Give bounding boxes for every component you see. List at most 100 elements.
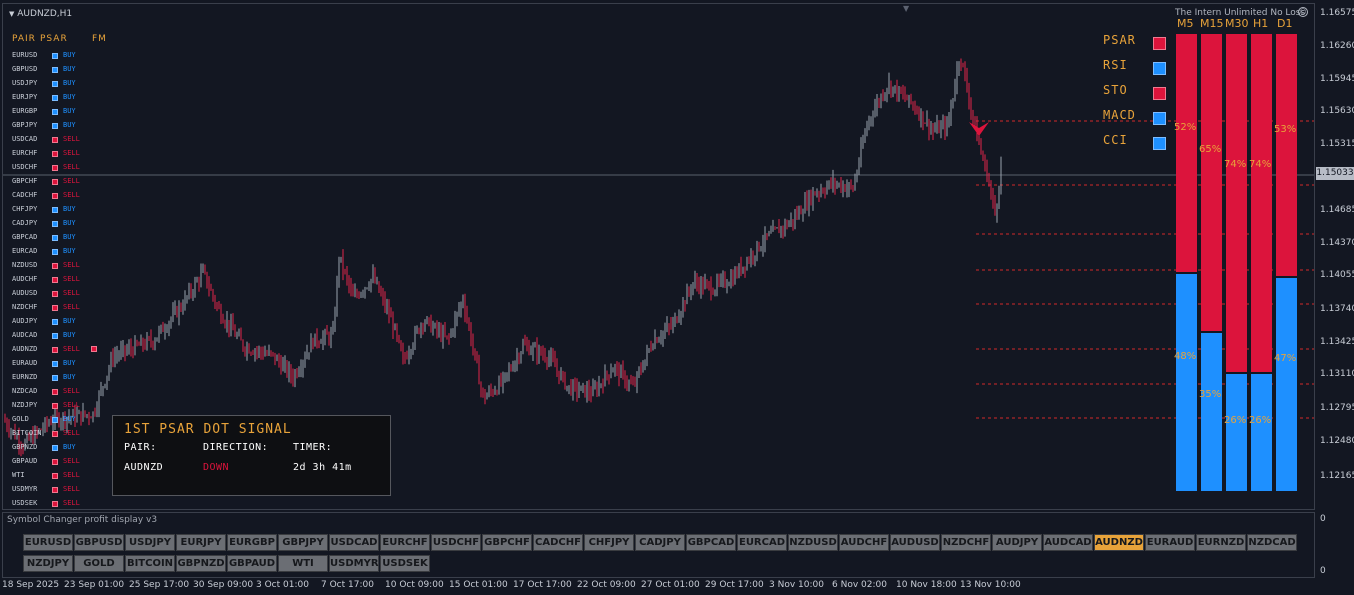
symbol-button-gbpchf[interactable]: GBPCHF: [482, 534, 532, 551]
symbol-button-eurnzd[interactable]: EURNZD: [1196, 534, 1246, 551]
symbol-button-audcad[interactable]: AUDCAD: [1043, 534, 1093, 551]
candlestick-chart[interactable]: [3, 4, 1314, 509]
pair-value: AUDNZD: [124, 462, 164, 473]
symbol-button-nzdchf[interactable]: NZDCHF: [941, 534, 991, 551]
symbol-button-wti[interactable]: WTI: [278, 555, 328, 572]
symbol-button-eurcad[interactable]: EURCAD: [737, 534, 787, 551]
pair-name: EURJPY: [12, 93, 38, 101]
pair-direction: SELL: [63, 345, 80, 353]
pair-direction: SELL: [63, 499, 80, 507]
indicator-label-macd: MACD: [1103, 108, 1136, 122]
time-tick-label: 27 Oct 01:00: [641, 580, 700, 590]
time-tick-label: 10 Oct 09:00: [385, 580, 444, 590]
indicator-status-rsi: [1153, 62, 1166, 75]
timer-label: TIMER:: [293, 442, 333, 453]
timer-value: 2d 3h 41m: [293, 462, 352, 473]
pair-name: EURCHF: [12, 149, 38, 157]
sell-dot-icon: [52, 431, 58, 437]
current-price-label: 1.15033: [1316, 167, 1354, 180]
symbol-button-audchf[interactable]: AUDCHF: [839, 534, 889, 551]
symbol-button-audnzd[interactable]: AUDNZD: [1094, 534, 1144, 551]
buy-dot-icon: [52, 333, 58, 339]
pair-direction: BUY: [63, 359, 76, 367]
chart-symbol-label[interactable]: ▼ AUDNZD,H1: [9, 9, 72, 19]
buy-percent: 35%: [1199, 388, 1222, 400]
buy-dot-icon: [52, 235, 58, 241]
symbol-button-usdsek[interactable]: USDSEK: [380, 555, 430, 572]
pair-direction: BUY: [63, 93, 76, 101]
pair-name: EURCAD: [12, 247, 38, 255]
symbol-button-cadjpy[interactable]: CADJPY: [635, 534, 685, 551]
pair-direction: BUY: [63, 51, 76, 59]
sell-percent: 65%: [1199, 143, 1222, 155]
buy-dot-icon: [52, 221, 58, 227]
pair-direction: BUY: [63, 443, 76, 451]
psar-header: PSAR: [40, 34, 68, 44]
symbol-button-usdcad[interactable]: USDCAD: [329, 534, 379, 551]
symbol-button-usdmyr[interactable]: USDMYR: [329, 555, 379, 572]
sell-segment: [1201, 34, 1222, 331]
strength-bar-h1: [1251, 34, 1272, 491]
symbol-button-gbpcad[interactable]: GBPCAD: [686, 534, 736, 551]
collapse-indicator-icon[interactable]: ▼: [903, 4, 910, 13]
buy-dot-icon: [52, 417, 58, 423]
sell-dot-icon: [52, 137, 58, 143]
symbol-button-usdjpy[interactable]: USDJPY: [125, 534, 175, 551]
symbol-button-cadchf[interactable]: CADCHF: [533, 534, 583, 551]
pair-direction: SELL: [63, 289, 80, 297]
pair-name: CHFJPY: [12, 205, 38, 213]
symbol-button-nzdjpy[interactable]: NZDJPY: [23, 555, 73, 572]
sell-dot-icon: [52, 193, 58, 199]
buy-segment: [1251, 374, 1272, 491]
pair-name: GOLD: [12, 415, 29, 423]
pair-name: EURNZD: [12, 373, 38, 381]
pair-direction: BUY: [63, 247, 76, 255]
time-tick-label: 10 Nov 18:00: [896, 580, 957, 590]
pair-name: NZDCAD: [12, 387, 38, 395]
pair-direction: SELL: [63, 457, 80, 465]
buy-dot-icon: [52, 445, 58, 451]
sell-dot-icon: [52, 165, 58, 171]
symbol-button-gbpaud[interactable]: GBPAUD: [227, 555, 277, 572]
symbol-button-eurgbp[interactable]: EURGBP: [227, 534, 277, 551]
symbol-button-eurchf[interactable]: EURCHF: [380, 534, 430, 551]
symbol-button-gbpusd[interactable]: GBPUSD: [74, 534, 124, 551]
timeframe-header: M15: [1200, 17, 1224, 30]
symbol-button-audjpy[interactable]: AUDJPY: [992, 534, 1042, 551]
price-tick-label: 1.12795: [1320, 403, 1354, 413]
dropdown-triangle-icon[interactable]: ▼: [9, 10, 15, 18]
pair-name: GBPUSD: [12, 65, 38, 73]
symbol-button-usdchf[interactable]: USDCHF: [431, 534, 481, 551]
symbol-button-audusd[interactable]: AUDUSD: [890, 534, 940, 551]
symbol-button-nzdusd[interactable]: NZDUSD: [788, 534, 838, 551]
buy-dot-icon: [52, 375, 58, 381]
symbol-button-gold[interactable]: GOLD: [74, 555, 124, 572]
time-tick-label: 6 Nov 02:00: [832, 580, 887, 590]
price-tick-label: 1.12165: [1320, 471, 1354, 481]
symbol-button-gbpnzd[interactable]: GBPNZD: [176, 555, 226, 572]
symbol-button-bitcoin[interactable]: BITCOIN: [125, 555, 175, 572]
buy-dot-icon: [52, 95, 58, 101]
price-chart[interactable]: ▼ AUDNZD,H1 ▼: [2, 3, 1315, 510]
sell-dot-icon: [52, 403, 58, 409]
sell-dot-icon: [52, 389, 58, 395]
symbol-button-eurjpy[interactable]: EURJPY: [176, 534, 226, 551]
symbol-button-gbpjpy[interactable]: GBPJPY: [278, 534, 328, 551]
symbol-timeframe-text: AUDNZD,H1: [17, 9, 73, 19]
symbol-button-eurusd[interactable]: EURUSD: [23, 534, 73, 551]
pair-name: NZDCHF: [12, 303, 38, 311]
timeframe-header: M30: [1225, 17, 1249, 30]
direction-value: DOWN: [203, 462, 230, 473]
symbol-button-euraud[interactable]: EURAUD: [1145, 534, 1195, 551]
sell-percent: 52%: [1174, 122, 1197, 134]
price-tick-label: 1.14685: [1320, 205, 1354, 215]
panel-title: Symbol Changer profit display v3: [7, 515, 158, 525]
buy-percent: 26%: [1249, 414, 1272, 426]
timeframe-header: H1: [1253, 17, 1269, 30]
symbol-button-nzdcad[interactable]: NZDCAD: [1247, 534, 1297, 551]
pair-direction: BUY: [63, 65, 76, 73]
symbol-button-chfjpy[interactable]: CHFJPY: [584, 534, 634, 551]
pair-name: USDMYR: [12, 485, 38, 493]
symbol-changer-panel: Symbol Changer profit display v3: [2, 512, 1315, 578]
